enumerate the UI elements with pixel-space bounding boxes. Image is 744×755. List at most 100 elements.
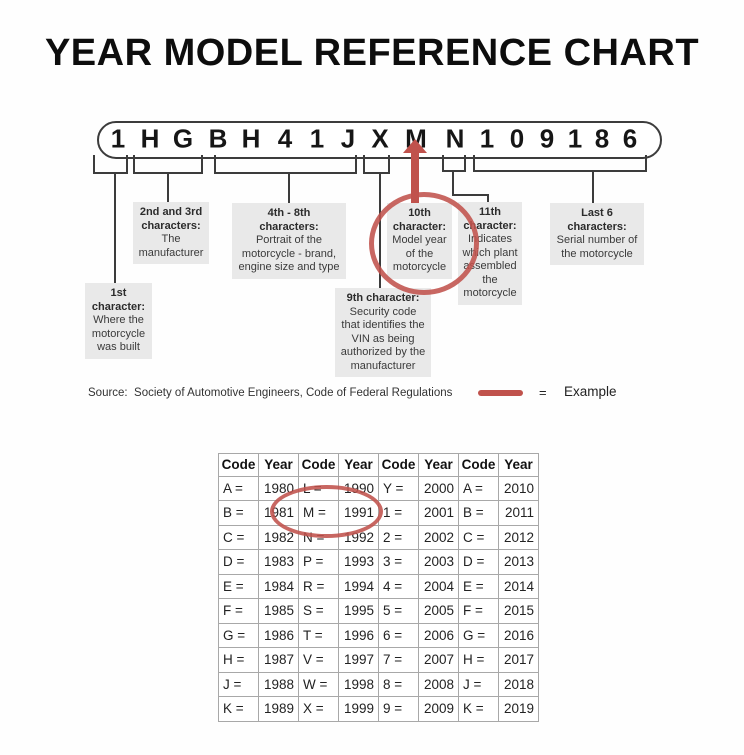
callout-line: characters: bbox=[141, 219, 201, 232]
equals-sign: = bbox=[539, 385, 547, 400]
column-header: Year bbox=[258, 453, 299, 477]
connector-line bbox=[167, 172, 169, 202]
callout-line: characters: bbox=[259, 220, 319, 233]
source-text: Source: Society of Automotive Engineers,… bbox=[88, 387, 453, 399]
callout-line: motorcycle bbox=[392, 261, 447, 273]
code-cell: H = bbox=[218, 647, 259, 673]
code-cell: C = bbox=[458, 524, 499, 550]
year-cell: 2013 bbox=[498, 549, 539, 575]
code-cell: K = bbox=[218, 696, 259, 722]
year-cell: 2017 bbox=[498, 647, 539, 673]
connector-line bbox=[133, 155, 135, 172]
code-cell: N = bbox=[298, 524, 339, 550]
year-cell: 1987 bbox=[258, 647, 299, 673]
example-arrow-head-icon bbox=[403, 139, 427, 153]
code-cell: G = bbox=[458, 622, 499, 648]
callout-line: which plant bbox=[462, 246, 518, 259]
vin-character: H bbox=[241, 123, 261, 154]
code-cell: E = bbox=[458, 573, 499, 599]
table-row: F = 1985 S = 1995 5 = 2005 F = 2015 bbox=[218, 598, 539, 624]
callout-line: authorized by the bbox=[340, 346, 426, 358]
year-cell: 1993 bbox=[338, 549, 379, 575]
example-label: Example bbox=[564, 384, 617, 399]
callout-line: The bbox=[161, 233, 181, 245]
connector-line bbox=[464, 155, 466, 170]
callout-line: characters: bbox=[567, 220, 627, 233]
code-cell: F = bbox=[458, 598, 499, 624]
vin-character: 4 bbox=[277, 123, 293, 154]
code-cell: H = bbox=[458, 647, 499, 673]
code-cell: 8 = bbox=[378, 671, 419, 697]
year-cell: 2012 bbox=[498, 524, 539, 550]
callout-line: 10th bbox=[408, 207, 431, 219]
code-cell: A = bbox=[458, 475, 499, 501]
vin-character: 1 bbox=[567, 123, 583, 154]
year-cell: 2002 bbox=[418, 524, 459, 550]
connector-line bbox=[442, 170, 466, 172]
vin-character: J bbox=[340, 123, 356, 154]
callout-line: motorcycle - brand, bbox=[241, 247, 337, 260]
connector-line bbox=[442, 155, 444, 170]
callout-9th-character: 9th character: Security code that identifi… bbox=[335, 288, 431, 377]
callout-line: assembled bbox=[463, 260, 517, 272]
connector-line bbox=[288, 172, 290, 203]
callout-line: 9th character: bbox=[346, 292, 420, 304]
example-arrow bbox=[411, 151, 419, 204]
vin-character: 1 bbox=[479, 123, 495, 154]
code-cell: 9 = bbox=[378, 696, 419, 722]
code-cell: L = bbox=[298, 475, 339, 501]
callout-line: the bbox=[482, 273, 498, 286]
column-header: Year bbox=[498, 453, 539, 477]
callout-1st-character: 1st character: Where the motorcycle was buil… bbox=[85, 283, 152, 359]
code-cell: R = bbox=[298, 573, 339, 599]
callout-2nd-3rd-characters: 2nd and 3rd characters: The manufacturer bbox=[133, 202, 209, 264]
vin-character: 1 bbox=[110, 123, 126, 154]
table-row: K = 1989 X = 1999 9 = 2009 K = 2019 bbox=[218, 696, 539, 722]
vin-character: 9 bbox=[539, 123, 555, 154]
code-cell: D = bbox=[218, 549, 259, 575]
connector-line bbox=[452, 170, 454, 196]
callout-line: motorcycle bbox=[463, 287, 517, 299]
code-cell: F = bbox=[218, 598, 259, 624]
year-cell: 2001 bbox=[418, 500, 459, 526]
year-cell: 2018 bbox=[498, 671, 539, 697]
vin-character: X bbox=[371, 123, 389, 154]
connector-line bbox=[645, 155, 647, 170]
connector-line bbox=[355, 155, 357, 172]
callout-line: character: bbox=[392, 220, 447, 233]
connector-line bbox=[363, 155, 365, 172]
year-cell: 1995 bbox=[338, 598, 379, 624]
connector-line bbox=[93, 172, 128, 174]
connector-line bbox=[114, 172, 116, 283]
code-cell: J = bbox=[218, 671, 259, 697]
year-cell: 1991 bbox=[338, 500, 379, 526]
connector-line bbox=[452, 194, 489, 196]
year-cell: 1988 bbox=[258, 671, 299, 697]
year-cell: 1983 bbox=[258, 549, 299, 575]
callout-line: Security code bbox=[349, 305, 417, 318]
connector-line bbox=[473, 155, 475, 170]
year-cell: 1992 bbox=[338, 524, 379, 550]
code-cell: E = bbox=[218, 573, 259, 599]
year-cell: 1996 bbox=[338, 622, 379, 648]
callout-line: manufacturer bbox=[138, 246, 204, 259]
year-cell: 1998 bbox=[338, 671, 379, 697]
vin-character: H bbox=[140, 123, 160, 154]
table-row: J = 1988 W = 1998 8 = 2008 J = 2018 bbox=[218, 671, 539, 697]
year-cell: 2006 bbox=[418, 622, 459, 648]
callout-line: Last 6 bbox=[581, 207, 613, 219]
callout-line: engine size and type bbox=[238, 261, 340, 273]
code-cell: 5 = bbox=[378, 598, 419, 624]
code-cell: 4 = bbox=[378, 573, 419, 599]
vin-character: N bbox=[445, 123, 465, 154]
vin-character: B bbox=[208, 123, 228, 154]
table-row: A = 1980 L = 1990 Y = 2000 A = 2010 bbox=[218, 475, 539, 501]
vin-character: G bbox=[172, 123, 194, 154]
code-cell: G = bbox=[218, 622, 259, 648]
code-cell: J = bbox=[458, 671, 499, 697]
vin-character: 1 bbox=[309, 123, 325, 154]
code-cell: B = bbox=[218, 500, 259, 526]
callout-line: manufacturer bbox=[350, 359, 416, 372]
code-cell: C = bbox=[218, 524, 259, 550]
